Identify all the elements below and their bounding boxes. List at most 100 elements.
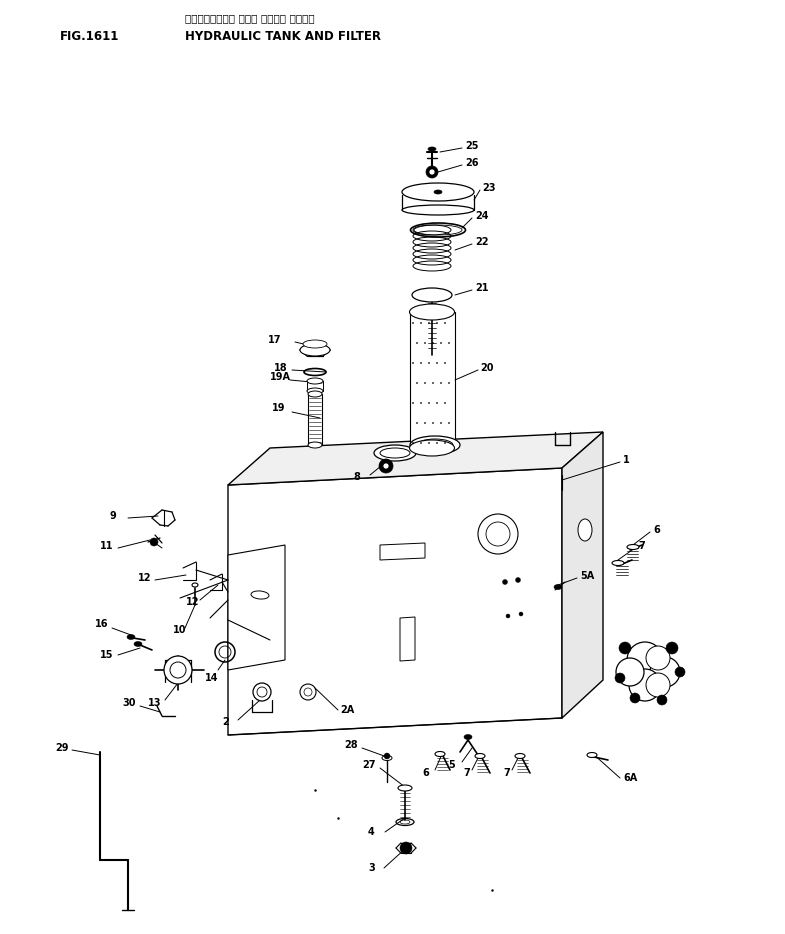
Text: 2A: 2A bbox=[340, 705, 354, 715]
Ellipse shape bbox=[251, 591, 269, 599]
Text: 4: 4 bbox=[368, 827, 374, 837]
Text: 3: 3 bbox=[368, 863, 374, 873]
Circle shape bbox=[448, 342, 450, 344]
Text: 12: 12 bbox=[138, 573, 152, 583]
Ellipse shape bbox=[380, 448, 410, 458]
Circle shape bbox=[424, 382, 425, 384]
Text: 7: 7 bbox=[638, 541, 644, 551]
Text: 14: 14 bbox=[205, 673, 218, 683]
Text: 11: 11 bbox=[100, 541, 114, 551]
Circle shape bbox=[379, 459, 393, 473]
Ellipse shape bbox=[410, 436, 460, 454]
Circle shape bbox=[436, 322, 438, 324]
Ellipse shape bbox=[382, 756, 392, 760]
Circle shape bbox=[630, 693, 640, 703]
Circle shape bbox=[400, 842, 412, 854]
Circle shape bbox=[440, 382, 442, 384]
Ellipse shape bbox=[428, 147, 436, 151]
Circle shape bbox=[646, 646, 670, 670]
Ellipse shape bbox=[308, 391, 322, 397]
Ellipse shape bbox=[412, 288, 452, 302]
Circle shape bbox=[444, 442, 446, 444]
Circle shape bbox=[428, 442, 430, 444]
Circle shape bbox=[412, 322, 414, 324]
Circle shape bbox=[433, 342, 434, 344]
Ellipse shape bbox=[300, 344, 330, 356]
Circle shape bbox=[486, 522, 510, 546]
Circle shape bbox=[650, 657, 680, 687]
Text: 16: 16 bbox=[95, 619, 108, 629]
Ellipse shape bbox=[434, 190, 442, 194]
Circle shape bbox=[304, 688, 312, 696]
Circle shape bbox=[502, 579, 507, 585]
Circle shape bbox=[416, 382, 418, 384]
Polygon shape bbox=[308, 394, 322, 445]
Circle shape bbox=[448, 422, 450, 424]
Text: 6A: 6A bbox=[623, 773, 637, 783]
Circle shape bbox=[257, 687, 267, 697]
Text: 21: 21 bbox=[475, 283, 488, 293]
Circle shape bbox=[426, 166, 438, 178]
Text: 6: 6 bbox=[422, 768, 429, 778]
Text: 29: 29 bbox=[55, 743, 68, 753]
Text: 30: 30 bbox=[122, 698, 136, 708]
Text: 13: 13 bbox=[148, 698, 162, 708]
Text: FIG.1611: FIG.1611 bbox=[60, 30, 119, 43]
Circle shape bbox=[436, 362, 438, 364]
Text: 19A: 19A bbox=[270, 372, 291, 382]
Circle shape bbox=[428, 322, 430, 324]
Text: 2: 2 bbox=[222, 717, 228, 727]
Text: 25: 25 bbox=[465, 141, 479, 151]
Circle shape bbox=[150, 538, 158, 546]
Circle shape bbox=[629, 669, 661, 701]
Text: 19: 19 bbox=[272, 403, 286, 413]
Ellipse shape bbox=[578, 519, 592, 541]
Ellipse shape bbox=[308, 442, 322, 448]
Circle shape bbox=[519, 612, 523, 616]
Text: 7: 7 bbox=[463, 768, 469, 778]
Text: 17: 17 bbox=[268, 335, 282, 345]
Ellipse shape bbox=[464, 734, 472, 740]
Ellipse shape bbox=[417, 439, 453, 451]
Circle shape bbox=[428, 362, 430, 364]
Text: 1: 1 bbox=[623, 455, 630, 465]
Text: 24: 24 bbox=[475, 211, 488, 221]
Text: HYDRAULIC TANK AND FILTER: HYDRAULIC TANK AND FILTER bbox=[185, 30, 381, 43]
Polygon shape bbox=[228, 432, 603, 485]
Circle shape bbox=[424, 342, 425, 344]
Circle shape bbox=[164, 656, 192, 684]
Text: 5A: 5A bbox=[580, 571, 594, 581]
Circle shape bbox=[616, 658, 644, 686]
Text: 5: 5 bbox=[448, 760, 455, 770]
Text: 23: 23 bbox=[482, 183, 495, 193]
Text: 10: 10 bbox=[173, 625, 187, 635]
Ellipse shape bbox=[612, 560, 624, 565]
Polygon shape bbox=[562, 432, 603, 718]
Ellipse shape bbox=[627, 545, 639, 549]
Circle shape bbox=[253, 683, 271, 701]
Ellipse shape bbox=[475, 754, 485, 758]
Text: 6: 6 bbox=[653, 525, 659, 535]
Circle shape bbox=[420, 442, 422, 444]
Ellipse shape bbox=[515, 754, 525, 758]
Circle shape bbox=[416, 342, 418, 344]
Circle shape bbox=[675, 667, 685, 677]
Circle shape bbox=[516, 577, 520, 583]
Circle shape bbox=[478, 514, 518, 554]
Ellipse shape bbox=[402, 183, 474, 201]
Circle shape bbox=[440, 422, 442, 424]
Ellipse shape bbox=[398, 785, 412, 791]
Circle shape bbox=[444, 362, 446, 364]
Ellipse shape bbox=[410, 304, 455, 320]
Text: 9: 9 bbox=[110, 511, 117, 521]
Polygon shape bbox=[228, 468, 562, 735]
Text: 18: 18 bbox=[274, 363, 287, 373]
Text: 7: 7 bbox=[503, 768, 509, 778]
Circle shape bbox=[383, 463, 389, 469]
Bar bbox=[307, 381, 323, 391]
Polygon shape bbox=[400, 617, 415, 661]
Circle shape bbox=[444, 322, 446, 324]
Ellipse shape bbox=[134, 642, 142, 646]
Circle shape bbox=[412, 442, 414, 444]
Text: 22: 22 bbox=[475, 237, 488, 247]
